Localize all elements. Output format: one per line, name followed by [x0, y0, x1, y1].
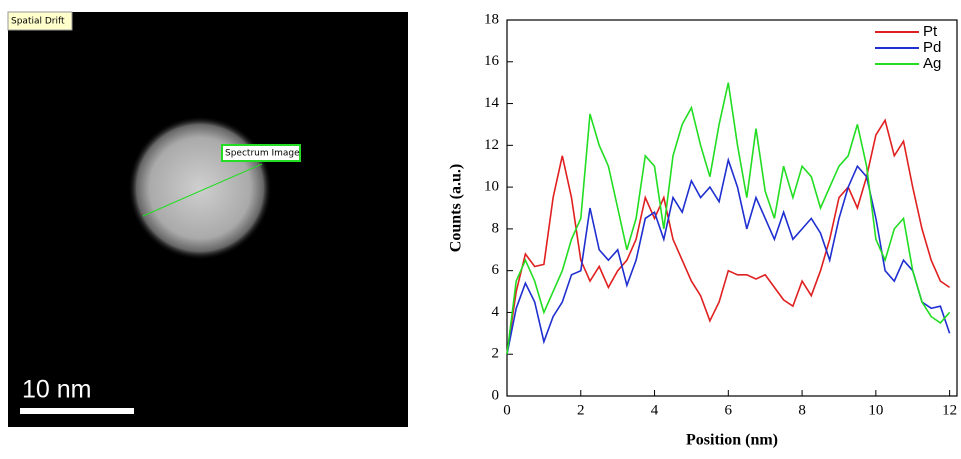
y-tick-label: 4 [492, 304, 500, 320]
y-tick-label: 10 [484, 179, 499, 195]
drift-label: Spatial Drift [11, 17, 65, 27]
chart: 0 2 4 6 8 10 12 14 16 18 0 2 4 6 8 10 12 Position (nm) Cou… [448, 11, 958, 449]
x-tick-label: 12 [942, 402, 957, 418]
scale-label: 10 nm [22, 376, 91, 404]
y-tick-label: 0 [492, 387, 500, 403]
legend-label: Ag [923, 55, 941, 72]
x-axis-label: Position (nm) [686, 432, 778, 449]
x-tick-label: 8 [798, 402, 806, 418]
x-tick-label: 6 [725, 402, 733, 418]
particle [128, 116, 272, 260]
y-tick-label: 6 [492, 262, 500, 278]
x-tick-label: 4 [651, 402, 659, 418]
series-line [506, 157, 951, 355]
series-line [506, 118, 951, 355]
roi-box [221, 144, 301, 162]
y-tick-label: 16 [484, 53, 500, 69]
drift-box [7, 11, 73, 31]
roi-label: Spectrum Image [225, 149, 300, 159]
micrograph: Spatial Drift Spectrum Image 10 nm [7, 11, 408, 427]
y-tick-label: 18 [484, 11, 499, 27]
x-tick-label: 0 [503, 402, 511, 418]
scan-line [142, 163, 263, 217]
y-tick-label: 14 [484, 95, 500, 111]
legend-label: Pt [923, 23, 938, 40]
scale-bar [20, 408, 134, 414]
y-tick-label: 12 [484, 137, 499, 153]
x-tick-label: 2 [577, 402, 585, 418]
y-tick-label: 8 [492, 220, 500, 236]
plot-frame [506, 19, 958, 397]
y-axis-label: Counts (a.u.) [448, 164, 465, 252]
legend-label: Pd [923, 39, 941, 56]
series-line [506, 82, 951, 355]
y-tick-label: 2 [492, 346, 500, 362]
x-tick-label: 10 [868, 402, 883, 418]
